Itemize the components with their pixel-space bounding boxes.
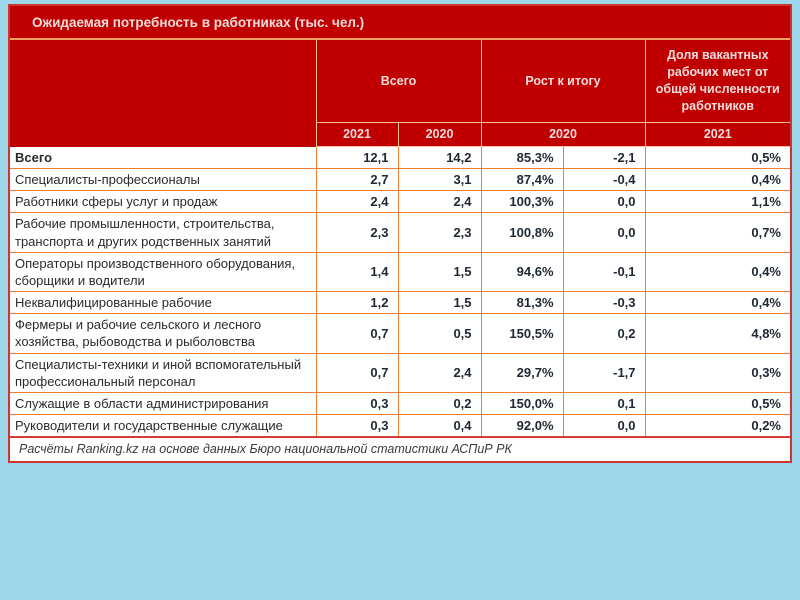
growth-abs-cell: -0,3: [562, 291, 646, 314]
growth-pct-cell: 87,4%: [480, 168, 564, 191]
total-2021-cell: 2,3: [315, 212, 398, 253]
total-2021-cell: 2,4: [315, 190, 398, 213]
share-2021-cell: 4,8%: [644, 313, 790, 354]
share-2021-cell: 0,5%: [644, 391, 790, 415]
share-2021-cell: 0,3%: [644, 352, 790, 393]
row-label-cell: Специалисты-профессионалы: [10, 168, 316, 191]
total-2020-cell: 2,4: [397, 352, 482, 393]
stats-table: Всего Рост к итогу Доля вакантных рабочи…: [10, 40, 790, 462]
header-year-total-2021: 2021: [315, 122, 398, 147]
share-2021-cell: 0,5%: [644, 146, 790, 169]
table-body: Всего 12,1 14,2 85,3% -2,1 0,5% Специалисты-пр…: [10, 146, 790, 438]
header-group-total: Всего: [315, 40, 482, 123]
table-row: Операторы производственного оборудования…: [10, 251, 790, 292]
growth-abs-cell: 0,0: [562, 212, 646, 253]
growth-abs-cell: -1,7: [562, 352, 646, 393]
row-label-cell: Операторы производственного оборудования…: [10, 251, 316, 292]
total-2021-cell: 1,4: [315, 251, 398, 292]
header-year-share-2021: 2021: [644, 122, 790, 147]
share-2021-cell: 0,4%: [644, 251, 790, 292]
row-label-cell: Всего: [15, 149, 53, 165]
row-label-cell: Рабочие промышленности, строительства, т…: [10, 212, 316, 253]
growth-abs-cell: 0,0: [562, 414, 646, 438]
table-row: Руководители и государственные служащие 0…: [10, 414, 790, 438]
total-2021-cell: 0,7: [315, 313, 398, 354]
total-2020-cell: 0,4: [397, 414, 482, 438]
growth-pct-cell: 150,0%: [480, 391, 564, 415]
growth-pct-cell: 29,7%: [480, 352, 564, 393]
table-row: Неквалифицированные рабочие 1,2 1,5 81,3% -0…: [10, 291, 790, 314]
growth-abs-cell: 0,1: [562, 391, 646, 415]
header-year-growth-2020: 2020: [480, 122, 646, 147]
header-year-total-2020: 2020: [397, 122, 482, 147]
row-label-cell: Неквалифицированные рабочие: [10, 291, 316, 314]
growth-abs-cell: 0,0: [562, 190, 646, 213]
corner-header-cell: [10, 40, 316, 147]
total-2021-cell: 0,3: [315, 414, 398, 438]
table-row: Рабочие промышленности, строительства, т…: [10, 212, 790, 253]
growth-pct-cell: 150,5%: [480, 313, 564, 354]
total-2021-cell: 1,2: [315, 291, 398, 314]
growth-pct-cell: 85,3%: [480, 146, 564, 169]
share-2021-cell: 0,2%: [644, 414, 790, 438]
total-2020-cell: 1,5: [397, 251, 482, 292]
total-2020-cell: 14,2: [397, 146, 482, 169]
table-title: Ожидаемая потребность в работниках (тыс.…: [10, 6, 790, 40]
header-group-growth: Рост к итогу: [480, 40, 646, 123]
row-label-cell: Фермеры и рабочие сельского и лесного хо…: [10, 313, 316, 354]
growth-abs-cell: -0,4: [562, 168, 646, 191]
total-2020-cell: 1,5: [397, 291, 482, 314]
total-2021-cell: 0,3: [315, 391, 398, 415]
table-row: Специалисты-профессионалы 2,7 3,1 87,4% -0,4…: [10, 168, 790, 191]
share-2021-cell: 0,4%: [644, 291, 790, 314]
source-row: Расчёты Ranking.kz на основе данных Бюро…: [10, 436, 790, 462]
total-2021-cell: 12,1: [315, 146, 398, 169]
table-row: Служащие в области администрирования 0,3 0…: [10, 391, 790, 415]
source-note: Расчёты Ranking.kz на основе данных Бюро…: [10, 436, 790, 462]
share-2021-cell: 1,1%: [644, 190, 790, 213]
total-2020-cell: 2,4: [397, 190, 482, 213]
row-label-cell: Работники сферы услуг и продаж: [10, 190, 316, 213]
growth-pct-cell: 92,0%: [480, 414, 564, 438]
growth-abs-cell: 0,2: [562, 313, 646, 354]
share-2021-cell: 0,4%: [644, 168, 790, 191]
growth-pct-cell: 81,3%: [480, 291, 564, 314]
table-row: Специалисты-техники и иной вспомогательн…: [10, 352, 790, 393]
growth-abs-cell: -2,1: [562, 146, 646, 169]
total-2021-cell: 2,7: [315, 168, 398, 191]
row-label-cell: Специалисты-техники и иной вспомогательн…: [10, 352, 316, 393]
total-2020-cell: 0,2: [397, 391, 482, 415]
row-label-cell: Руководители и государственные служащие: [10, 414, 316, 438]
total-2021-cell: 0,7: [315, 352, 398, 393]
growth-pct-cell: 100,3%: [480, 190, 564, 213]
row-label-cell: Служащие в области администрирования: [10, 391, 316, 415]
total-2020-cell: 0,5: [397, 313, 482, 354]
growth-pct-cell: 100,8%: [480, 212, 564, 253]
growth-pct-cell: 94,6%: [480, 251, 564, 292]
table-row: Всего 12,1 14,2 85,3% -2,1 0,5%: [10, 146, 790, 169]
total-2020-cell: 3,1: [397, 168, 482, 191]
table-row: Работники сферы услуг и продаж 2,4 2,4 100,…: [10, 190, 790, 213]
total-2020-cell: 2,3: [397, 212, 482, 253]
header-group-share: Доля вакантных рабочих мест от общей чис…: [644, 40, 790, 123]
share-2021-cell: 0,7%: [644, 212, 790, 253]
growth-abs-cell: -0,1: [562, 251, 646, 292]
table-row: Фермеры и рабочие сельского и лесного хо…: [10, 313, 790, 354]
workers-demand-table: Ожидаемая потребность в работниках (тыс.…: [8, 4, 792, 464]
